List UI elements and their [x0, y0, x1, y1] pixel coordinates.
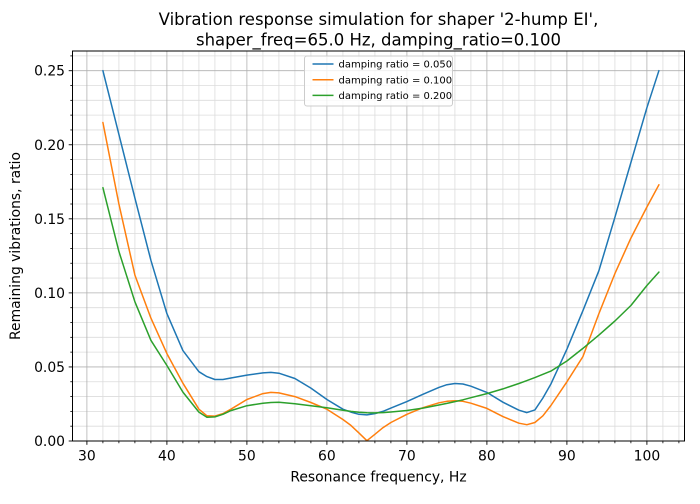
series-line-2: [102, 186, 660, 419]
y-tick-label: 0.10: [34, 286, 65, 302]
x-tick-label: 70: [398, 449, 416, 465]
y-tick-label: 0.15: [34, 212, 65, 228]
legend-label-2: damping ratio = 0.200: [339, 91, 453, 102]
x-tick-label: 40: [158, 449, 176, 465]
data-series: [102, 69, 660, 442]
legend-item-1: damping ratio = 0.100: [312, 75, 453, 86]
x-tick-label: 100: [634, 449, 661, 465]
x-tick-label: 90: [558, 449, 576, 465]
legend: damping ratio = 0.050 damping ratio = 0.1…: [304, 55, 453, 107]
legend-item-0: damping ratio = 0.050: [312, 60, 453, 71]
y-tick-label: 0.20: [34, 138, 65, 154]
chart-title-line-1: Vibration response simulation for shaper…: [159, 10, 599, 29]
legend-box: [304, 55, 453, 107]
legend-label-1: damping ratio = 0.100: [339, 75, 453, 86]
x-tick-label: 50: [238, 449, 256, 465]
y-axis-label: Remaining vibrations, ratio: [8, 152, 24, 340]
x-axis-label: Resonance frequency, Hz: [290, 470, 466, 486]
chart-title-line-2: shaper_freq=65.0 Hz, damping_ratio=0.100: [196, 31, 561, 51]
y-tick-labels: 0.00 0.05 0.10 0.15 0.20 0.25: [34, 64, 65, 450]
x-tick-label: 60: [318, 449, 336, 465]
legend-label-0: damping ratio = 0.050: [339, 60, 453, 71]
series-line-1: [102, 121, 660, 442]
x-tick-label: 30: [78, 449, 96, 465]
x-tick-label: 80: [478, 449, 496, 465]
plot-border: [72, 50, 685, 442]
minor-gridlines: [72, 51, 685, 441]
x-tick-labels: 30 40 50 60 70 80 90 100: [78, 449, 660, 465]
y-tick-label: 0.25: [34, 64, 65, 80]
legend-item-2: damping ratio = 0.200: [312, 91, 453, 102]
y-tick-label: 0.00: [34, 434, 65, 450]
axis-ticks: [68, 55, 680, 445]
y-tick-label: 0.05: [34, 360, 65, 376]
